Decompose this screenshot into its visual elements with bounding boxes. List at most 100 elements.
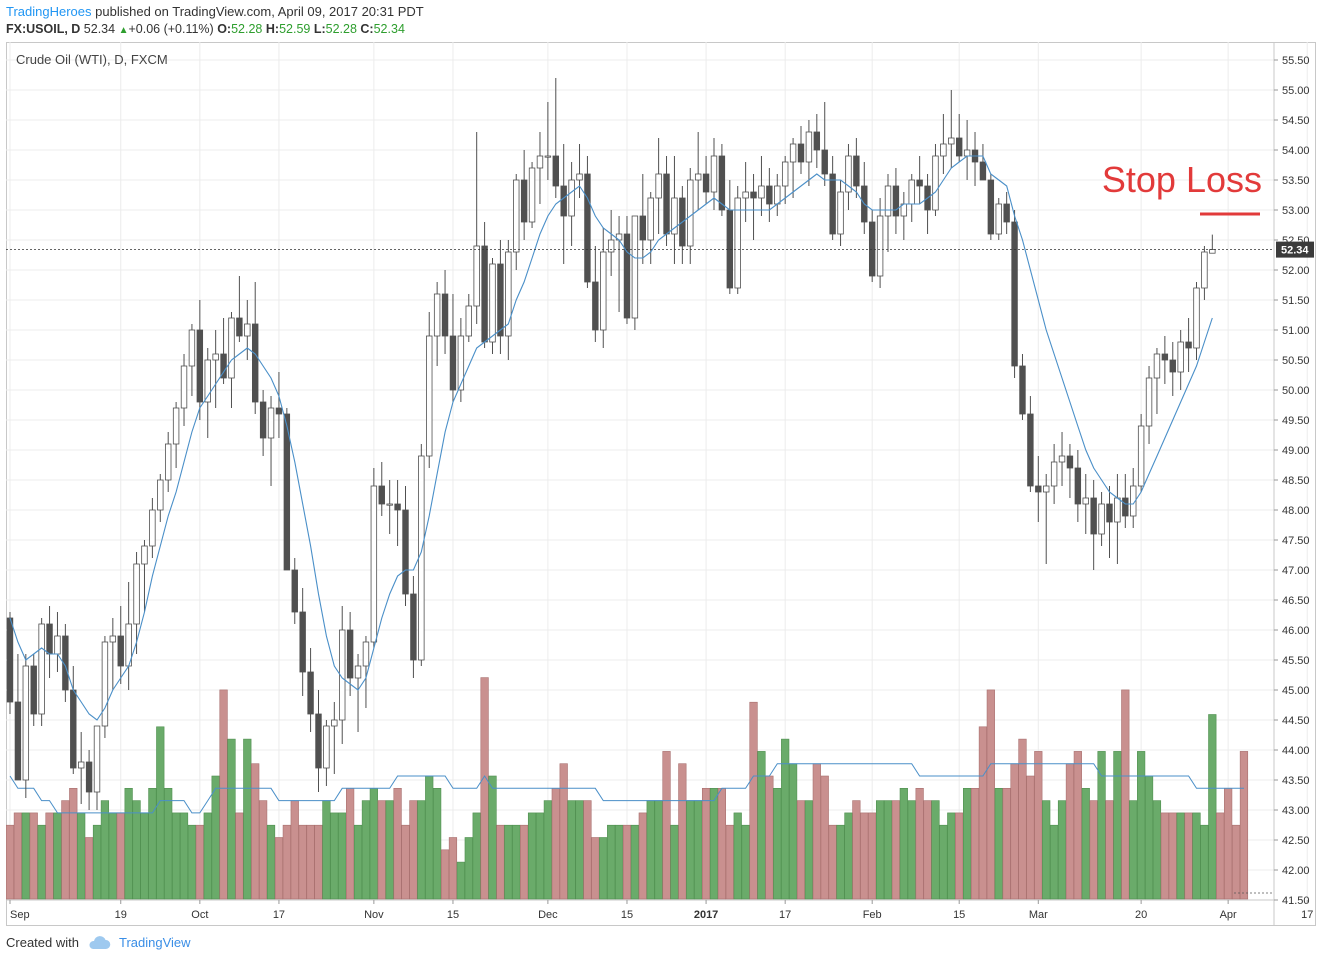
candle-body — [948, 137, 955, 145]
volume-bar — [330, 812, 339, 900]
volume-bar — [773, 787, 782, 900]
volume-bar — [488, 775, 497, 900]
volume-bar — [1208, 714, 1217, 900]
last-price-label: 52.34 — [1281, 245, 1309, 257]
candle-body — [766, 185, 773, 205]
candle-body — [212, 353, 219, 361]
candle-body — [1043, 485, 1050, 493]
candle-body — [339, 629, 346, 721]
x-tick-label: 19 — [115, 909, 127, 921]
volume-bar — [1129, 800, 1138, 900]
volume-bar — [314, 824, 323, 900]
volume-bar — [100, 800, 110, 900]
candle-body — [853, 155, 860, 187]
volume-bar — [77, 812, 86, 900]
volume-bar — [551, 787, 560, 900]
candle-body — [283, 413, 291, 571]
close-label: C: — [360, 22, 374, 36]
x-tick-label: 20 — [1135, 909, 1147, 921]
price-chart[interactable]: 41.50 42.00 42.50 43.00 43.50 44.00 44.50 45.00… — [5, 42, 1316, 926]
volume-bar — [520, 824, 529, 900]
volume-bar — [527, 812, 537, 900]
candle-body — [14, 701, 22, 781]
candle-body — [62, 635, 69, 691]
time-axis[interactable]: Sep 19 Oct 17 Nov 15 Dec 15 2017 17 Feb 15 Mar 20 Apr 1… — [6, 899, 1313, 921]
candle-body — [805, 131, 813, 163]
volume-bar — [788, 763, 798, 900]
y-tick-label: 47.00 — [1282, 565, 1310, 577]
volume-bar — [1121, 689, 1130, 900]
volume-bar — [322, 800, 331, 900]
candle-body — [671, 197, 678, 235]
x-tick-label: Feb — [863, 909, 882, 921]
candle-body — [331, 719, 338, 727]
price-axis[interactable]: 41.50 42.00 42.50 43.00 43.50 44.00 44.50 45.00… — [6, 42, 1314, 926]
candle-body — [204, 359, 211, 403]
volume-bar — [306, 824, 315, 900]
volume-bar — [401, 824, 410, 900]
candle-body — [623, 233, 631, 319]
y-tick-label: 51.00 — [1282, 325, 1310, 337]
candle-body — [560, 185, 567, 217]
volume-bar — [1152, 800, 1162, 900]
candle-body — [1137, 425, 1145, 487]
volume-bar — [978, 726, 988, 900]
candle-body — [22, 665, 30, 781]
candle-body — [710, 155, 718, 193]
volume-bar — [694, 800, 703, 900]
volume-bar — [290, 800, 299, 900]
chart-area[interactable]: 41.50 42.00 42.50 43.00 43.50 44.00 44.50 45.00… — [5, 42, 1316, 926]
volume-bar — [1050, 824, 1059, 900]
candle-body — [1114, 497, 1121, 523]
volume-bar — [733, 812, 742, 900]
low-label: L: — [313, 22, 326, 36]
symbol-label: FX:USOIL, D — [6, 22, 81, 36]
candle-body — [1106, 503, 1113, 523]
volume-bar — [662, 751, 671, 900]
price-change: +0.06 (+0.11%) — [128, 22, 214, 36]
candle-body — [457, 335, 465, 391]
candle-body — [426, 335, 433, 457]
y-tick-label: 55.50 — [1282, 55, 1310, 67]
candle-body — [797, 143, 805, 163]
volume-bar — [274, 837, 284, 900]
x-tick-label: 2017 — [694, 909, 718, 921]
volume-bar — [5, 824, 15, 900]
volume-bar — [37, 824, 46, 900]
x-tick-label: 17 — [1301, 909, 1313, 921]
publisher-link[interactable]: TradingHeroes — [6, 4, 92, 19]
volume-bar — [907, 800, 916, 900]
candle-body — [188, 329, 196, 367]
candle-body — [916, 179, 923, 187]
volume-bar — [607, 824, 616, 900]
y-tick-label: 51.50 — [1282, 295, 1310, 307]
candle-body — [418, 455, 425, 661]
candle-body — [987, 179, 995, 235]
volume-bar — [433, 787, 442, 900]
y-tick-label: 42.50 — [1282, 835, 1310, 847]
volume-bar — [860, 812, 869, 900]
volume-bar — [464, 837, 473, 900]
volume-bar — [741, 824, 750, 900]
y-tick-label: 55.00 — [1282, 85, 1310, 97]
candle-body — [576, 173, 583, 181]
candle-body — [38, 623, 45, 715]
y-tick-label: 45.50 — [1282, 655, 1310, 667]
candle-body — [441, 293, 449, 337]
volume-bar — [1018, 738, 1027, 900]
volume-bar — [614, 824, 624, 900]
candle-body — [1193, 287, 1200, 349]
y-tick-label: 54.50 — [1282, 115, 1310, 127]
tradingview-link[interactable]: TradingView — [118, 935, 191, 950]
volume-bar — [1224, 787, 1233, 900]
candle-body — [726, 209, 734, 289]
candle-body — [141, 545, 148, 565]
volume-bar — [282, 824, 291, 900]
volume-bar — [164, 787, 173, 900]
candle-body — [354, 665, 362, 679]
up-arrow-icon: ▲ — [118, 25, 129, 36]
volume-bar — [1089, 800, 1098, 900]
volume-bar — [923, 800, 932, 900]
volume-bar — [211, 775, 220, 900]
candle-body — [528, 167, 536, 223]
